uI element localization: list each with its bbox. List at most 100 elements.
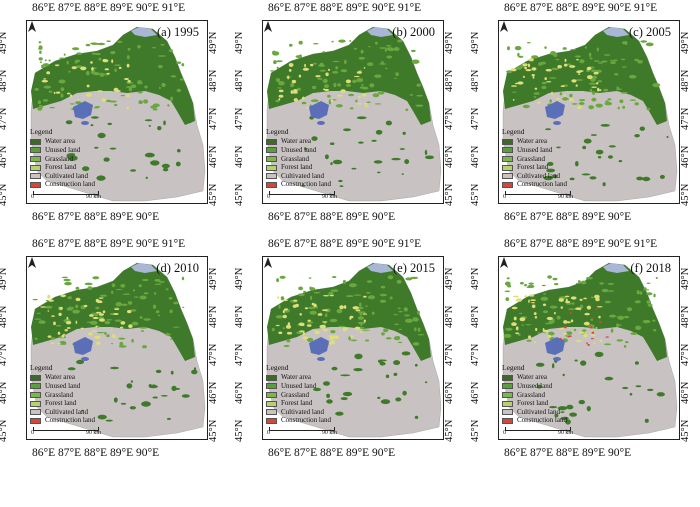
latitude-tick-left: 47°N — [0, 107, 9, 130]
vegetation-patch — [130, 380, 133, 383]
grassland-patch — [106, 319, 113, 321]
longitude-tick-bottom: 86°E — [504, 211, 528, 223]
grassland-patch — [359, 313, 362, 316]
cultivated-patch — [86, 93, 92, 97]
vegetation-patch — [634, 134, 640, 138]
vegetation-patch — [150, 160, 160, 166]
scale-bar: 0 90 km — [31, 191, 101, 200]
grassland-patch — [127, 47, 131, 51]
latitude-tick-left: 47°N — [234, 343, 245, 366]
cultivated-patch — [53, 91, 56, 95]
grassland-patch — [298, 293, 305, 297]
cultivated-patch — [560, 306, 563, 309]
grassland-patch — [312, 85, 317, 90]
grassland-patch — [348, 336, 351, 341]
cultivated-patch — [515, 326, 519, 331]
grassland-patch — [645, 42, 654, 47]
grassland-patch — [45, 299, 49, 302]
grassland-patch — [512, 91, 517, 93]
grassland-patch — [64, 281, 72, 286]
latitude-tick-right: 47°N — [444, 107, 455, 130]
grassland-patch — [540, 61, 546, 65]
grassland-patch — [544, 46, 547, 49]
cultivated-patch — [575, 84, 578, 87]
lake-small — [81, 121, 89, 125]
legend-label: Grassland — [517, 154, 545, 163]
cultivated-patch — [304, 63, 306, 68]
grassland-patch — [360, 49, 364, 54]
grassland-patch — [586, 276, 593, 280]
cultivated-patch — [596, 82, 599, 85]
grassland-patch — [588, 105, 594, 110]
vegetation-patch — [126, 383, 133, 389]
cultivated-patch — [126, 94, 130, 98]
grassland-patch — [344, 59, 347, 64]
panel-label: (d) 2010 — [156, 261, 199, 275]
grassland-patch — [614, 73, 619, 76]
cultivated-patch — [101, 98, 106, 102]
cultivated-patch — [359, 331, 363, 333]
cultivated-patch — [524, 66, 527, 70]
cultivated-patch — [356, 71, 362, 74]
legend-label: Grassland — [45, 390, 73, 399]
grassland-patch — [68, 70, 71, 73]
scale-bar-line — [33, 191, 99, 195]
grassland-patch — [533, 92, 540, 95]
grassland-patch — [369, 83, 375, 88]
cultivated-patch — [278, 331, 283, 335]
vegetation-patch — [395, 397, 402, 402]
grassland-patch — [161, 82, 166, 88]
grassland-patch — [358, 311, 366, 314]
grassland-patch — [365, 339, 370, 342]
grassland-patch — [269, 70, 275, 72]
grassland-patch — [389, 296, 393, 300]
grassland-patch — [566, 63, 572, 66]
grassland-patch — [275, 78, 279, 82]
cultivated-patch — [302, 67, 309, 71]
cultivated-patch — [277, 296, 280, 299]
legend-swatch — [30, 181, 41, 188]
grassland-patch — [353, 294, 362, 296]
cultivated-patch — [328, 341, 335, 345]
scale-end: 90 km — [557, 430, 573, 436]
legend-title: Legend — [30, 126, 53, 136]
vegetation-patch — [145, 176, 148, 179]
vegetation-patch — [181, 394, 190, 398]
grassland-patch — [395, 72, 399, 76]
grassland-patch — [647, 303, 653, 307]
longitude-tick-bottom: 89°E — [346, 211, 370, 223]
legend: Legend Water area Unused land Grassland Fore… — [266, 127, 331, 189]
vegetation-patch — [171, 385, 177, 392]
grassland-patch — [396, 279, 402, 284]
latitude-tick-left: 49°N — [234, 267, 245, 290]
grassland-patch — [95, 52, 101, 56]
longitude-tick-top: 89°E — [582, 238, 606, 250]
grassland-patch — [556, 315, 561, 320]
cultivated-patch — [565, 300, 571, 304]
grassland-patch — [34, 88, 39, 91]
longitude-tick-bottom: 87°E — [294, 447, 318, 459]
longitude-tick-bottom: 88°E — [84, 447, 108, 459]
cultivated-patch — [113, 313, 119, 315]
vegetation-patch — [144, 152, 155, 158]
grassland-patch — [306, 321, 314, 324]
grassland-patch — [559, 92, 563, 96]
grassland-patch — [115, 288, 123, 291]
grassland-patch — [93, 107, 100, 109]
grassland-patch — [348, 93, 355, 97]
cultivated-patch — [284, 308, 288, 311]
grassland-patch — [32, 298, 38, 301]
grassland-patch — [117, 40, 123, 43]
vegetation-patch — [421, 352, 425, 357]
grassland-patch — [397, 341, 403, 344]
legend-swatch — [502, 383, 513, 390]
grassland-patch — [75, 286, 80, 290]
grassland-patch — [554, 283, 559, 286]
vegetation-patch — [656, 392, 665, 397]
cultivated-patch — [545, 68, 552, 72]
cultivated-patch — [56, 342, 61, 345]
longitude-tick-top: 91°E — [162, 238, 186, 250]
grassland-patch — [504, 281, 511, 286]
scale-end: 90 km — [557, 194, 573, 200]
grassland-patch — [42, 63, 50, 67]
